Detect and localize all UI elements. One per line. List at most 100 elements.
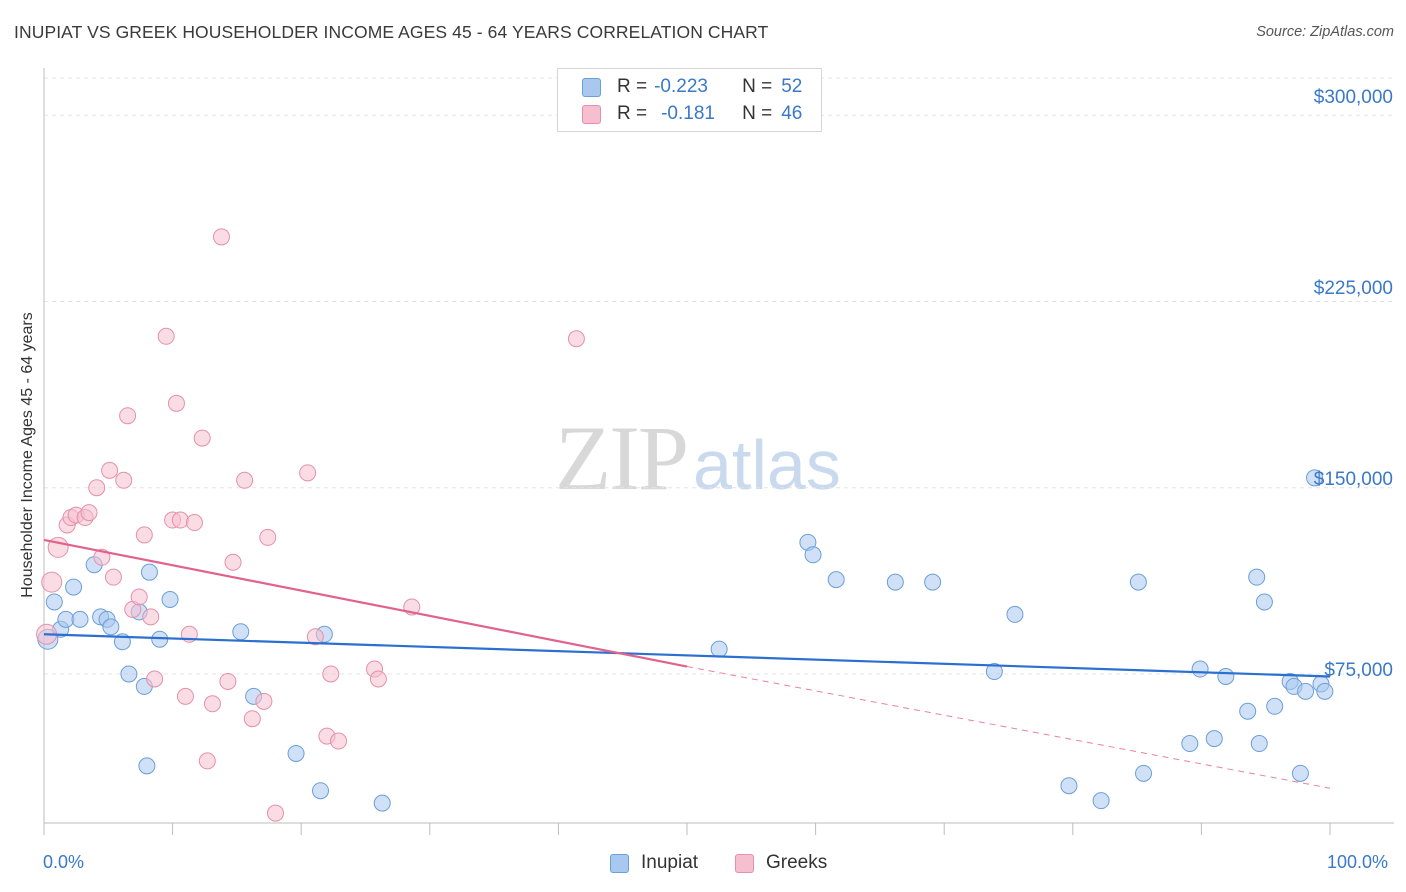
- greeks-point: [176, 687, 194, 705]
- inupiat-point: [1006, 605, 1024, 623]
- inupiat-point: [1060, 777, 1078, 795]
- inupiat-point: [65, 578, 83, 596]
- inupiat-point: [232, 623, 250, 641]
- r-value: -0.223: [654, 76, 708, 97]
- n-value: 52: [781, 76, 803, 97]
- inupiat-point: [1191, 660, 1209, 678]
- n-label: N =: [742, 76, 773, 97]
- y-tick-label: $300,000: [1313, 87, 1393, 108]
- greeks-point: [115, 471, 133, 489]
- inupiat-point: [1316, 682, 1334, 700]
- legend-label: Greeks: [766, 852, 828, 873]
- inupiat-point: [1291, 764, 1309, 782]
- x-tick-label: 100.0%: [1327, 852, 1389, 872]
- greeks-point: [104, 568, 122, 586]
- greeks-point: [266, 804, 284, 822]
- greeks-point: [255, 692, 273, 710]
- greeks-point: [203, 695, 221, 713]
- axes: [43, 68, 1394, 835]
- y-tick-label: $75,000: [1324, 660, 1393, 681]
- greeks-point: [142, 608, 160, 626]
- x-tick-label: 0.0%: [43, 852, 85, 872]
- greeks-point: [219, 672, 237, 690]
- inupiat-point: [1248, 568, 1266, 586]
- greeks-point: [171, 511, 189, 529]
- inupiat-point: [1250, 735, 1268, 753]
- inupiat-point: [804, 546, 822, 564]
- inupiat-point: [1297, 682, 1315, 700]
- inupiat-point: [1181, 735, 1199, 753]
- watermark-zip: ZIP: [555, 407, 689, 509]
- inupiat-point: [1266, 697, 1284, 715]
- inupiat-point: [71, 610, 89, 628]
- legend-label: Inupiat: [641, 852, 699, 873]
- greeks-point: [236, 471, 254, 489]
- watermark: ZIPatlas: [555, 405, 841, 511]
- inupiat-point: [138, 757, 156, 775]
- greeks-point: [88, 479, 106, 497]
- greeks-point: [243, 710, 261, 728]
- greeks-point: [198, 752, 216, 770]
- stats-legend: R = -0.223 N = 52 R = -0.181 N = 46: [557, 68, 822, 132]
- source-credit: Source: ZipAtlas.com: [1256, 24, 1394, 40]
- inupiat-legend-swatch: [610, 853, 629, 873]
- inupiat-point: [710, 640, 728, 658]
- legend-item-greeks: Greeks: [735, 852, 827, 874]
- stats-row-inupiat: R = -0.223 N = 52: [582, 76, 802, 98]
- greeks-point: [101, 461, 119, 479]
- inupiat-point: [1205, 730, 1223, 748]
- greeks-point: [185, 514, 203, 532]
- inupiat-point: [886, 573, 904, 591]
- y-tick-label: $150,000: [1313, 469, 1393, 490]
- n-label: N =: [742, 103, 773, 124]
- stats-row-greeks: R = -0.181 N = 46: [582, 103, 802, 125]
- greeks-point: [193, 429, 211, 447]
- greeks-point: [167, 394, 185, 412]
- greeks-point: [322, 665, 340, 683]
- greeks-point: [119, 407, 137, 425]
- legend-item-inupiat: Inupiat: [610, 852, 698, 874]
- watermark-atlas: atlas: [693, 426, 841, 504]
- r-label: R =: [617, 76, 648, 97]
- inupiat-point: [827, 571, 845, 589]
- inupiat-point: [1255, 593, 1273, 611]
- greeks-point: [369, 670, 387, 688]
- y-tick-label: $225,000: [1313, 278, 1393, 299]
- inupiat-point: [311, 782, 329, 800]
- inupiat-point: [140, 563, 158, 581]
- inupiat-point: [57, 610, 75, 628]
- inupiat-point: [373, 794, 391, 812]
- greeks-point: [157, 327, 175, 345]
- greeks-point: [259, 528, 277, 546]
- inupiat-trend-line: [43, 633, 1331, 678]
- inupiat-point: [120, 665, 138, 683]
- r-label: R =: [617, 103, 648, 124]
- greeks-point: [146, 670, 164, 688]
- inupiat-swatch: [582, 77, 601, 97]
- greeks-point: [299, 464, 317, 482]
- greeks-point: [224, 553, 242, 571]
- inupiat-point: [1135, 764, 1153, 782]
- inupiat-point: [45, 593, 63, 611]
- inupiat-point: [161, 591, 179, 608]
- inupiat-point: [924, 573, 942, 591]
- greeks-legend-swatch: [735, 853, 754, 873]
- series-greeks-points: [36, 228, 585, 822]
- greeks-trend-line: [43, 538, 688, 668]
- inupiat-point: [1217, 667, 1235, 685]
- greeks-trend-extension: [686, 666, 1331, 789]
- trend-lines: [43, 538, 1331, 789]
- inupiat-point: [1092, 792, 1110, 810]
- greeks-point: [212, 228, 230, 246]
- n-value: 46: [781, 103, 803, 124]
- greeks-point: [130, 588, 148, 606]
- greeks-point: [80, 504, 98, 522]
- greeks-point: [306, 628, 324, 646]
- greeks-swatch: [582, 104, 601, 124]
- inupiat-point: [287, 744, 305, 762]
- greeks-point: [93, 548, 111, 566]
- greeks-point: [135, 526, 153, 544]
- r-value: -0.181: [661, 103, 715, 124]
- inupiat-point: [1239, 702, 1257, 720]
